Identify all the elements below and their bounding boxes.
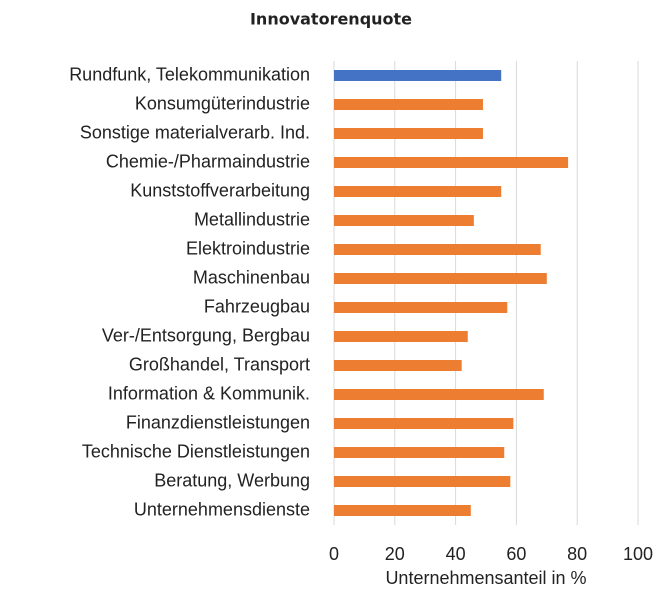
bar bbox=[334, 244, 541, 255]
x-tick-label: 80 bbox=[567, 544, 587, 564]
bar bbox=[334, 128, 483, 139]
bar bbox=[334, 273, 547, 284]
y-tick-label: Finanzdienstleistungen bbox=[126, 412, 310, 432]
x-tick-label: 40 bbox=[446, 544, 466, 564]
y-tick-label: Beratung, Werbung bbox=[154, 470, 310, 490]
y-tick-label: Maschinenbau bbox=[193, 267, 310, 287]
bar bbox=[334, 186, 502, 197]
y-tick-label: Kunststoffverarbeitung bbox=[130, 180, 310, 200]
y-tick-label: Ver-/Entsorgung, Bergbau bbox=[102, 325, 310, 345]
y-tick-label: Großhandel, Transport bbox=[129, 354, 310, 374]
bar bbox=[334, 331, 468, 342]
y-tick-label: Sonstige materialverarb. Ind. bbox=[80, 122, 310, 142]
bar bbox=[334, 505, 471, 516]
x-axis-label: Unternehmensanteil in % bbox=[385, 568, 586, 588]
bar bbox=[334, 70, 502, 81]
y-tick-label: Chemie-/Pharmaindustrie bbox=[106, 151, 310, 171]
y-tick-label: Fahrzeugbau bbox=[204, 296, 310, 316]
bar bbox=[334, 476, 511, 487]
y-tick-label: Information & Kommunik. bbox=[108, 383, 310, 403]
bar bbox=[334, 302, 508, 313]
bar bbox=[334, 447, 505, 458]
bar bbox=[334, 157, 569, 168]
y-tick-label: Elektroindustrie bbox=[186, 238, 310, 258]
x-tick-label: 0 bbox=[329, 544, 339, 564]
x-tick-label: 20 bbox=[385, 544, 405, 564]
y-tick-label: Metallindustrie bbox=[194, 209, 310, 229]
y-tick-label: Rundfunk, Telekommunikation bbox=[69, 64, 310, 84]
y-tick-label: Konsumgüterindustrie bbox=[135, 93, 310, 113]
x-tick-label: 60 bbox=[506, 544, 526, 564]
bar bbox=[334, 215, 474, 226]
bar bbox=[334, 418, 514, 429]
x-tick-label: 100 bbox=[623, 544, 653, 564]
y-tick-label: Unternehmensdienste bbox=[134, 499, 310, 519]
y-tick-label: Technische Dienstleistungen bbox=[82, 441, 310, 461]
bar bbox=[334, 360, 462, 371]
bar bbox=[334, 99, 483, 110]
bar bbox=[334, 389, 544, 400]
chart-title: Innovatorenquote bbox=[250, 10, 412, 29]
